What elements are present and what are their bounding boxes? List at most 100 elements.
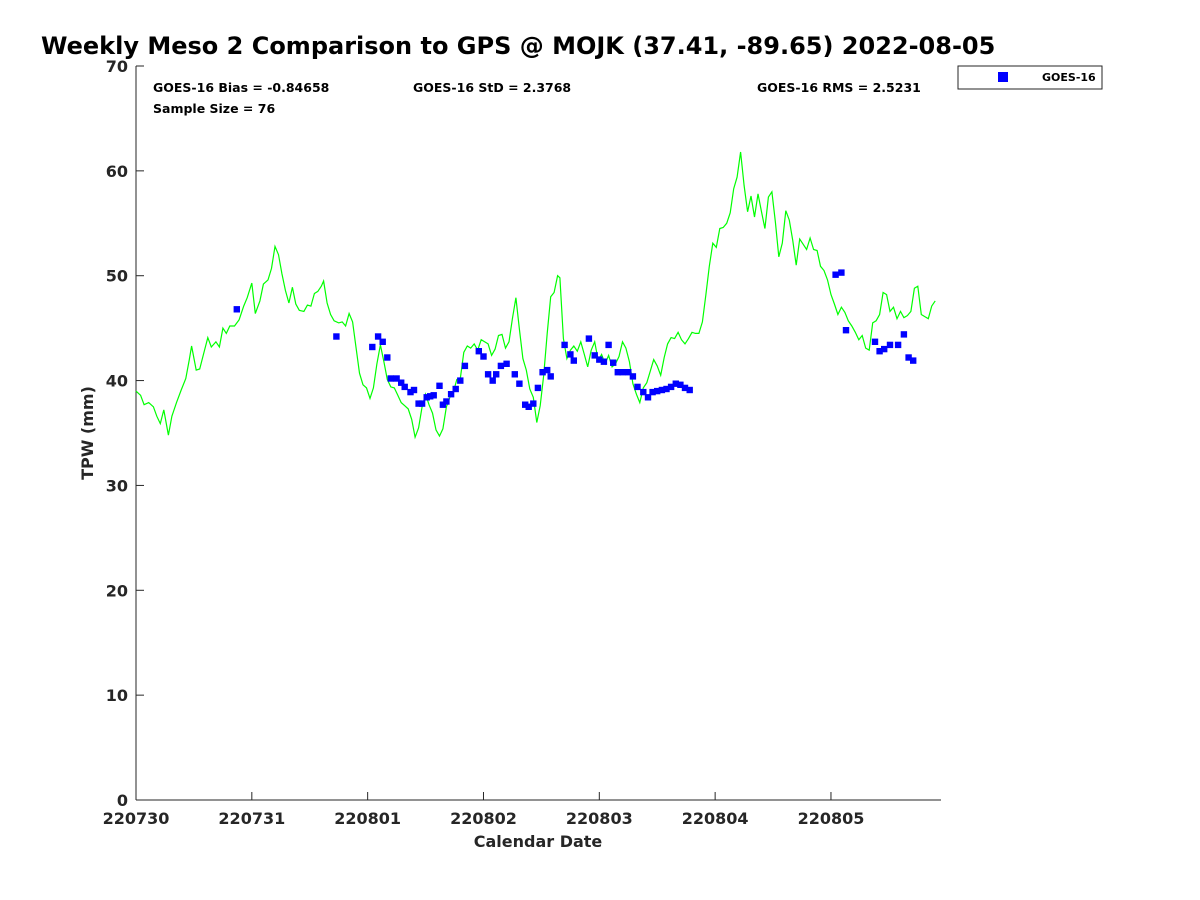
x-tick-label: 220730 (103, 809, 170, 828)
goes16-point (625, 369, 632, 376)
y-tick-label: 30 (106, 476, 128, 495)
goes16-point (457, 377, 464, 384)
goes16-point (605, 341, 612, 349)
goes16-point (686, 386, 693, 394)
goes16-point (629, 373, 637, 380)
legend-box (957, 65, 1103, 90)
goes16-point (838, 269, 845, 276)
goes16-point (585, 335, 593, 342)
goes16-point (539, 369, 546, 376)
goes16-point (886, 341, 894, 349)
x-tick-label: 220804 (682, 809, 749, 828)
goes16-point (881, 345, 888, 353)
goes16-point (654, 387, 661, 395)
y-tick-label: 50 (106, 267, 128, 286)
goes16-point (415, 400, 422, 407)
goes16-point (447, 391, 455, 398)
goes16-point (233, 306, 240, 313)
goes16-point (387, 375, 394, 382)
x-tick-label: 220803 (566, 809, 633, 828)
goes16-point (516, 380, 523, 387)
goes16-point (591, 352, 598, 359)
goes16-point (522, 401, 529, 408)
goes16-point (484, 371, 492, 378)
goes16-point (547, 373, 554, 380)
goes16-point (876, 348, 883, 355)
gps-line (135, 151, 936, 440)
goes16-point (649, 388, 656, 396)
y-tick-label: 70 (106, 57, 128, 76)
goes16-point (561, 341, 568, 349)
goes16-point (369, 343, 376, 351)
chart-title: Weekly Meso 2 Comparison to GPS @ MOJK (… (41, 32, 995, 60)
goes16-point (393, 375, 400, 382)
y-tick-label: 60 (106, 162, 128, 181)
goes16-point (644, 394, 652, 401)
goes16-point (418, 400, 426, 407)
goes16-point (681, 384, 689, 392)
goes16-point (427, 393, 434, 400)
goes16-point (530, 400, 537, 407)
y-tick-label: 40 (106, 372, 128, 391)
goes16-point (475, 348, 482, 355)
goes16-point (667, 383, 675, 391)
goes16-point (905, 354, 912, 361)
goes16-point (423, 394, 430, 401)
stat-rms: GOES-16 RMS = 2.5231 (757, 80, 921, 95)
goes16-point (677, 381, 684, 388)
goes16-point (534, 384, 542, 392)
goes16-point (658, 386, 666, 394)
goes16-point (570, 357, 577, 364)
y-ticks: 0 10 20 30 40 50 60 70 (106, 57, 144, 810)
goes16-point (567, 351, 574, 358)
goes16-point (493, 371, 500, 378)
goes16-point (672, 380, 679, 387)
goes16-point (634, 383, 641, 391)
goes16-point (600, 358, 608, 365)
goes16-point (398, 379, 405, 386)
goes16-point (832, 271, 839, 278)
x-ticks: 220730 220731 220801 220802 220803 220804 2208… (103, 792, 865, 828)
goes16-point (894, 341, 902, 349)
goes16-point (410, 386, 418, 394)
series-gps (135, 151, 936, 440)
goes16-point (842, 327, 850, 334)
goes16-point (401, 383, 408, 391)
x-tick-label: 220802 (450, 809, 517, 828)
goes16-point (663, 385, 670, 393)
y-tick-label: 0 (117, 791, 128, 810)
goes16-point (461, 362, 469, 370)
stat-sample-size: Sample Size = 76 (153, 101, 275, 116)
y-axis-label: TPW (mm) (78, 386, 97, 480)
goes16-point (910, 357, 917, 364)
goes16-point (596, 356, 603, 363)
stat-bias: GOES-16 Bias = -0.84658 (153, 80, 329, 95)
goes16-point (452, 385, 459, 393)
legend-marker-goes16 (998, 72, 1008, 82)
stat-std: GOES-16 StD = 2.3768 (413, 80, 571, 95)
x-tick-label: 220805 (798, 809, 865, 828)
goes16-point (436, 382, 443, 389)
legend-entry-goes16: GOES-16 (1042, 71, 1096, 84)
goes16-point (333, 333, 340, 340)
goes16-point (503, 360, 510, 367)
x-tick-label: 220801 (334, 809, 401, 828)
legend: GOES-16 (957, 65, 1103, 90)
goes16-point (544, 366, 551, 374)
goes16-point (480, 353, 487, 360)
plot-area: 0 10 20 30 40 50 60 70 220730 220731 220801 220802… (103, 57, 941, 828)
goes16-point (379, 338, 386, 345)
goes16-point (374, 333, 382, 340)
goes16-point (619, 369, 626, 376)
goes16-point (614, 369, 621, 376)
goes16-point (871, 338, 879, 345)
goes16-point (443, 398, 450, 405)
y-tick-label: 10 (106, 686, 128, 705)
goes16-point (900, 331, 908, 338)
goes16-point (439, 401, 447, 408)
goes16-point (525, 403, 532, 410)
x-tick-label: 220731 (218, 809, 285, 828)
goes16-point (610, 359, 617, 366)
goes16-point (430, 392, 437, 399)
